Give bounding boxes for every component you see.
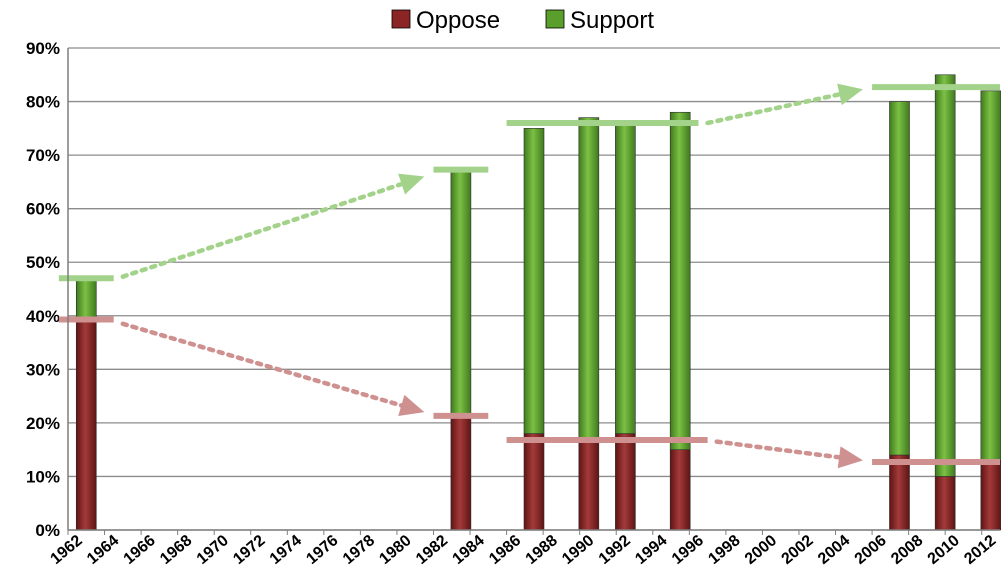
bar-support-0 xyxy=(75,277,97,322)
bar-support-8 xyxy=(980,90,1001,461)
support-trend-arrow xyxy=(120,181,404,279)
support-trend-arrow xyxy=(705,92,842,126)
oppose-trend-arrowhead xyxy=(398,394,425,416)
y-tick-label: 10% xyxy=(26,467,60,486)
bars xyxy=(75,74,1001,531)
bar-oppose-3 xyxy=(578,438,600,531)
x-tick-label: 2000 xyxy=(742,532,780,568)
x-tick-label: 1970 xyxy=(194,532,232,568)
x-tick-label: 1988 xyxy=(523,532,561,568)
trend-annotations xyxy=(58,83,1000,469)
support-trend-arrowhead xyxy=(837,83,863,106)
bar-support-7 xyxy=(934,74,956,477)
bar-support-5 xyxy=(669,111,691,450)
x-tick-label: 1998 xyxy=(705,532,743,568)
y-tick-label: 90% xyxy=(26,39,60,58)
bar-oppose-5 xyxy=(669,449,691,531)
x-tick-label: 1966 xyxy=(121,532,159,568)
x-tick-label: 1974 xyxy=(267,532,305,568)
y-tick-label: 30% xyxy=(26,360,60,379)
y-tick-label: 60% xyxy=(26,200,60,219)
x-tick-label: 2002 xyxy=(778,532,816,568)
y-tick-label: 40% xyxy=(26,307,60,326)
x-tick-label: 1978 xyxy=(340,532,378,568)
legend-label-support: Support xyxy=(570,7,654,34)
x-tick-label: 2004 xyxy=(815,532,853,568)
y-tick-label: 50% xyxy=(26,253,60,272)
oppose-trend-arrow xyxy=(714,439,842,460)
y-tick-label: 20% xyxy=(26,414,60,433)
x-tick-label: 1964 xyxy=(84,532,122,568)
bar-support-2 xyxy=(523,128,545,434)
bar-support-1 xyxy=(450,170,472,418)
axes xyxy=(67,48,1000,535)
x-tick-label: 1986 xyxy=(486,532,524,568)
x-tick-label: 1982 xyxy=(413,532,451,568)
x-tick-label: 2006 xyxy=(852,532,890,568)
x-tick-label: 2012 xyxy=(961,532,999,568)
bar-oppose-7 xyxy=(934,476,956,531)
support-trend-arrowhead xyxy=(398,173,425,195)
x-tick-label: 1976 xyxy=(303,532,341,568)
y-tick-label: 70% xyxy=(26,146,60,165)
bar-oppose-0 xyxy=(75,320,97,531)
bar-support-3 xyxy=(578,117,600,440)
x-tick-label: 1968 xyxy=(157,532,195,568)
x-tick-label: 1994 xyxy=(632,532,670,568)
oppose-trend-arrow xyxy=(120,321,404,408)
bar-oppose-8 xyxy=(980,460,1001,531)
x-tick-label: 1980 xyxy=(376,532,414,568)
x-tick-label: 1984 xyxy=(450,532,488,568)
oppose-trend-arrowhead xyxy=(837,446,863,469)
bar-oppose-1 xyxy=(450,417,472,531)
legend-swatch-oppose xyxy=(391,9,411,29)
bar-support-4 xyxy=(615,122,636,434)
legend: Oppose Support xyxy=(391,7,654,34)
legend-label-oppose: Oppose xyxy=(416,7,500,34)
bar-oppose-2 xyxy=(523,433,545,531)
x-tick-label: 1972 xyxy=(230,532,268,568)
x-tick-label: 1990 xyxy=(559,532,597,568)
x-tick-label: 2010 xyxy=(925,532,963,568)
bar-support-6 xyxy=(889,101,910,456)
x-tick-label: 1992 xyxy=(596,532,634,568)
bar-oppose-6 xyxy=(889,454,910,531)
x-axis-tick-labels: 1962196419661968197019721974197619781980… xyxy=(48,532,1000,568)
legend-swatch-support xyxy=(545,9,565,29)
x-tick-label: 2008 xyxy=(888,532,926,568)
bar-oppose-4 xyxy=(615,433,636,531)
y-tick-label: 80% xyxy=(26,93,60,112)
y-axis-tick-labels: 0% 10% 20% 30% 40% 50% 60% 70% 80% 90% xyxy=(26,39,60,540)
x-tick-label: 1996 xyxy=(669,532,707,568)
y-tick-label: 0% xyxy=(35,521,60,540)
